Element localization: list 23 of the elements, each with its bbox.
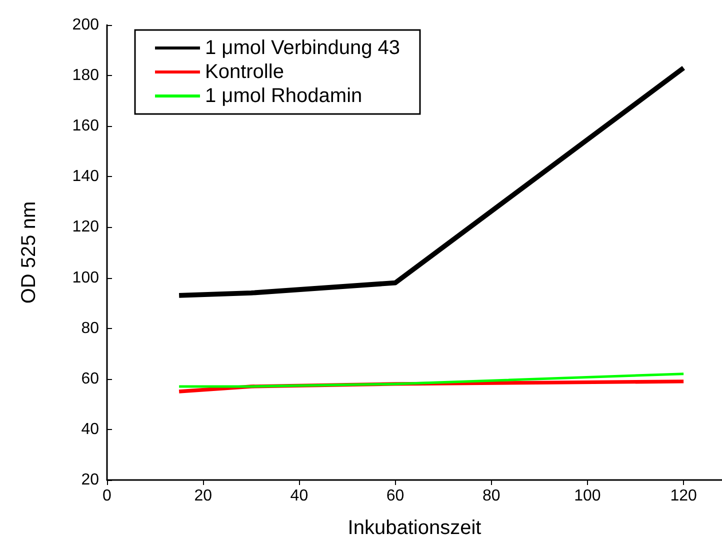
- y-tick-label: 100: [72, 269, 100, 286]
- legend-label: 1 μmol Verbindung 43: [205, 37, 400, 59]
- x-tick-label: 120: [670, 488, 698, 504]
- y-tick-label: 180: [72, 67, 100, 84]
- y-tick-label: 200: [72, 16, 100, 34]
- x-tick-label: 60: [386, 488, 404, 504]
- x-tick-label: 80: [482, 488, 500, 504]
- y-tick-label: 120: [72, 218, 100, 236]
- legend-label: Kontrolle: [205, 61, 284, 83]
- y-tick-label: 20: [81, 472, 100, 488]
- x-tick-label: 0: [102, 488, 112, 504]
- x-tick-label: 40: [290, 488, 308, 504]
- x-tick-label: 20: [194, 488, 212, 504]
- x-axis-title: Inkubationszeit: [348, 517, 482, 539]
- x-tick-label: 100: [574, 488, 601, 504]
- y-tick-label: 140: [72, 168, 100, 186]
- y-axis-title: OD 525 nm: [18, 201, 40, 304]
- legend-label: 1 μmol Rhodamin: [205, 85, 362, 107]
- y-tick-label: 40: [81, 420, 100, 438]
- y-tick-label: 80: [81, 320, 100, 337]
- y-tick-label: 160: [72, 118, 100, 135]
- y-tick-label: 60: [81, 370, 100, 388]
- line-series: [176, 66, 686, 298]
